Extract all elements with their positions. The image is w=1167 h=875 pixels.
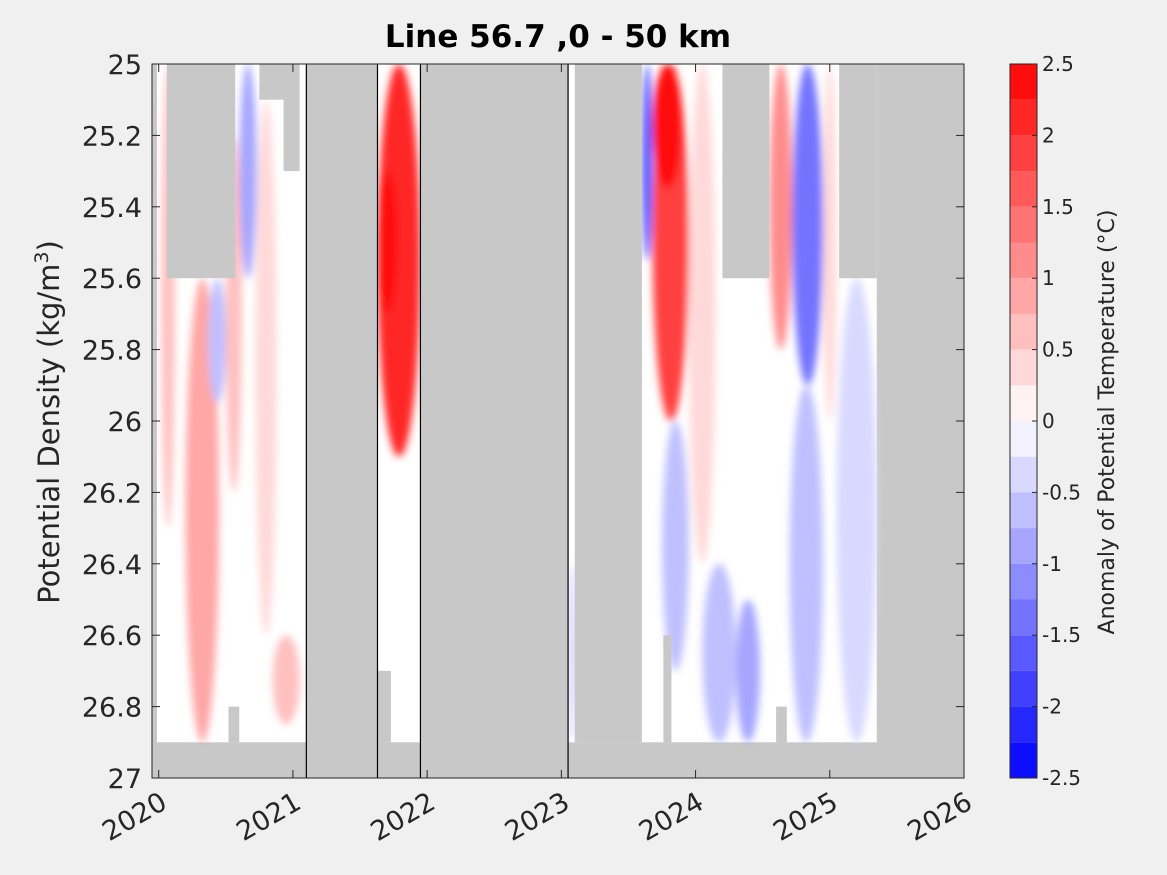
y-tick-label: 25.6 — [82, 264, 142, 295]
y-tick-label: 26.2 — [82, 478, 142, 509]
anomaly-feature — [792, 64, 824, 386]
colorbar-tick-label: 0.5 — [1042, 338, 1074, 362]
chart-title: Line 56.7 ,0 - 50 km — [385, 19, 731, 55]
colorbar-segment — [1010, 456, 1037, 493]
anomaly-feature — [208, 278, 226, 404]
no-data-region — [166, 64, 236, 279]
colorbar-segment — [1010, 135, 1037, 172]
x-tick-label: 2024 — [634, 787, 709, 848]
y-axis: 25 25.2 25.4 25.6 25.8 26 26.2 26.4 26.6 26.8 27 — [82, 50, 964, 795]
x-tick-label: 2021 — [231, 787, 306, 848]
anomaly-feature — [688, 64, 716, 564]
colorbar-segment — [1010, 635, 1037, 671]
y-tick-label: 26.8 — [82, 693, 142, 724]
anomaly-feature — [823, 64, 837, 421]
y-tick-label: 25.8 — [82, 336, 142, 367]
colorbar-segment — [1010, 599, 1037, 636]
y-tick-label: 25.4 — [82, 193, 142, 224]
x-tick-label: 2020 — [97, 787, 172, 848]
colorbar-segment — [1010, 492, 1037, 529]
anomaly-feature — [735, 599, 760, 743]
no-data-period — [306, 64, 378, 778]
anomaly-feature — [769, 64, 793, 350]
colorbar-segment — [1010, 742, 1037, 778]
x-tick-label: 2023 — [500, 787, 575, 848]
x-tick-label: 2026 — [902, 787, 977, 848]
y-tick-label: 27 — [108, 764, 142, 795]
anomaly-feature — [239, 64, 257, 279]
anomaly-feature — [377, 171, 398, 314]
no-data-region — [663, 635, 672, 743]
anomaly-feature — [652, 64, 683, 189]
colorbar-tick-label: 2.5 — [1042, 52, 1074, 76]
anomaly-feature — [789, 385, 824, 743]
colorbar-segment — [1010, 421, 1037, 457]
y-tick-label: 25 — [108, 50, 142, 81]
colorbar: -2.5 -2 -1.5 -1 -0.5 0 0.5 1 1.5 2 2.5 — [1009, 52, 1081, 790]
anomaly-features — [161, 64, 877, 743]
colorbar-segment — [1010, 206, 1037, 243]
anomaly-feature — [272, 635, 300, 725]
y-tick-label: 26.4 — [82, 550, 142, 581]
y-tick-label: 26.6 — [82, 621, 142, 652]
colorbar-segment — [1010, 242, 1037, 279]
no-data-region — [377, 670, 391, 743]
y-tick-label: 26 — [108, 407, 142, 438]
colorbar-segment — [1010, 385, 1037, 421]
colorbar-segment — [1010, 278, 1037, 314]
y-axis-label-close: ) — [32, 240, 66, 251]
colorbar-segment — [1010, 99, 1037, 136]
colorbar-tick-label: -2.5 — [1042, 766, 1081, 790]
x-tick-label: 2022 — [366, 787, 441, 848]
y-tick-label: 25.2 — [82, 121, 142, 152]
x-tick-label: 2025 — [768, 787, 843, 848]
no-data-region — [283, 64, 300, 172]
no-data-region — [228, 706, 240, 743]
y-axis-label-text: Potential Density (kg/m — [32, 264, 66, 604]
no-data-region — [839, 64, 877, 279]
colorbar-segment — [1010, 349, 1037, 386]
colorbar-tick-label: -1.5 — [1042, 623, 1081, 647]
colorbar-tick-label: -1 — [1042, 552, 1062, 576]
no-data-region — [722, 64, 770, 279]
colorbar-label: Anomaly of Potential Temperature (°C) — [1095, 210, 1120, 635]
colorbar-segment — [1010, 313, 1037, 350]
plot-area — [152, 64, 964, 778]
y-axis-label-superscript: 3 — [31, 251, 53, 263]
colorbar-segment — [1010, 670, 1037, 707]
anomaly-feature — [255, 99, 277, 636]
no-data-region — [574, 64, 642, 743]
y-axis-label: Potential Density (kg/m3) — [31, 240, 66, 604]
anomaly-feature — [702, 563, 736, 743]
anomaly-feature — [641, 64, 653, 261]
colorbar-segment — [1010, 171, 1037, 207]
anomaly-feature — [836, 278, 877, 743]
anomaly-feature — [662, 421, 689, 671]
anomaly-feature — [377, 64, 421, 457]
colorbar-segment — [1010, 528, 1037, 564]
anomaly-feature — [185, 278, 220, 743]
plot-frame — [151, 63, 965, 779]
colorbar-tick-label: 1 — [1042, 266, 1055, 290]
colorbar-tick-label: -0.5 — [1042, 480, 1081, 504]
colorbar-segment — [1010, 563, 1037, 600]
colorbar-segment — [1010, 64, 1037, 100]
colorbar-tick-label: -2 — [1042, 695, 1062, 719]
colorbar-tick-label: 2 — [1042, 123, 1055, 147]
colorbar-tick-label: 0 — [1042, 409, 1055, 433]
no-data-period — [420, 64, 569, 778]
colorbar-segment — [1010, 706, 1037, 743]
colorbar-tick-label: 1.5 — [1042, 195, 1074, 219]
no-data-region — [776, 706, 787, 743]
